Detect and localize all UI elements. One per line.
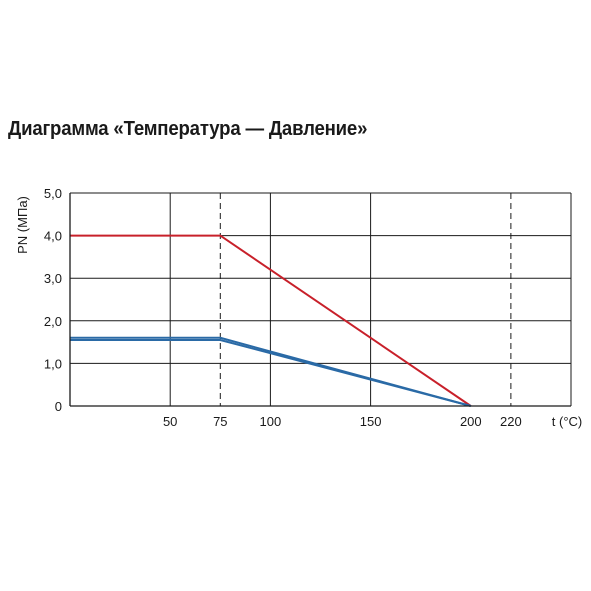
y-tick-label-3: 3,0: [44, 271, 62, 286]
x-tick-label-3: 150: [360, 414, 382, 429]
y-tick-label-1: 1,0: [44, 356, 62, 371]
y-tick-label-4: 4,0: [44, 229, 62, 244]
grid: [70, 192, 572, 407]
y-axis-label: PN (МПа): [15, 196, 30, 254]
y-tick-label-5: 5,0: [44, 186, 62, 201]
y-tick-label-0: 0: [55, 399, 62, 414]
axis-labels: 0 1,0 2,0 3,0 4,0 5,0 50 75 100 150 200 220 t (°C) PN…: [15, 186, 582, 429]
x-tick-label-1: 75: [213, 414, 227, 429]
x-axis-label: t (°C): [552, 414, 582, 429]
x-tick-label-2: 100: [260, 414, 282, 429]
chart-title: Диаграмма «Температура — Давление»: [8, 118, 368, 140]
series-line-2: [70, 339, 472, 407]
y-tick-label-2: 2,0: [44, 314, 62, 329]
x-tick-label-4: 200: [460, 414, 482, 429]
x-tick-label-5: 220: [500, 414, 522, 429]
series-line-0: [70, 234, 472, 407]
x-tick-label-0: 50: [163, 414, 177, 429]
axes: [69, 193, 571, 407]
series-group: [70, 234, 472, 407]
